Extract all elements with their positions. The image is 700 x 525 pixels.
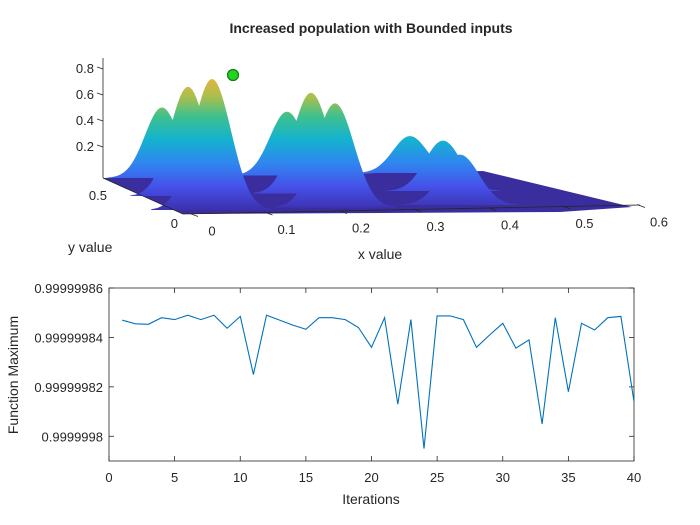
- x-tick-label: 25: [430, 470, 444, 485]
- x-tick-label: 0.5: [575, 216, 593, 231]
- x-tick: [264, 211, 273, 216]
- surface-title: Increased population with Bounded inputs: [229, 20, 512, 36]
- x-tick: [413, 208, 422, 213]
- x-axis-label: Iterations: [342, 491, 400, 507]
- x-tick: [487, 207, 497, 211]
- y-tick-label: 0: [171, 216, 178, 231]
- surface-peaks: [107, 79, 521, 210]
- x-tick-label: 20: [364, 470, 378, 485]
- x-ticks: 0 0.1 0.2 0.3 0.4 0.5 0.6: [189, 204, 668, 239]
- x-tick-label: 0.6: [650, 215, 668, 230]
- x-tick: [189, 213, 199, 217]
- x-tick-label: 10: [233, 470, 247, 485]
- y-tick-label: 0.9999998: [42, 429, 103, 444]
- x-tick-label: 0.4: [501, 218, 519, 233]
- y-axis-label: y value: [68, 239, 113, 255]
- x-tick-label: 30: [496, 470, 510, 485]
- x-tick-label: 0.1: [277, 222, 295, 237]
- y-axis-label: Function Maximum: [5, 316, 21, 434]
- z-ticks: 0.8 0.6 0.4 0.2: [76, 61, 104, 154]
- series-line: [121, 314, 635, 449]
- y-tick-label: 0.99999982: [34, 380, 103, 395]
- x-tick-label: 35: [561, 470, 575, 485]
- x-tick-label: 0: [105, 470, 112, 485]
- axis-ticks: 0 5 10 15 20 25 30 35 40 0.9999998 0.99999982 0.999…: [34, 281, 641, 485]
- x-tick-label: 40: [627, 470, 641, 485]
- x-tick: [562, 205, 571, 210]
- y-axis: [102, 177, 184, 215]
- surface-peak: [274, 103, 396, 208]
- y-tick-label: 0.99999984: [34, 330, 103, 345]
- max-marker: [226, 68, 240, 82]
- surface-peak: [151, 79, 273, 210]
- x-tick-label: 5: [171, 470, 178, 485]
- x-tick-label: 0.3: [426, 219, 444, 234]
- y-tick-label: 0.5: [89, 188, 107, 203]
- plot-area: [108, 287, 635, 462]
- x-tick-label: 0.2: [352, 221, 370, 236]
- y-tick-label: 0.99999986: [34, 281, 103, 296]
- surface-plot: Increased population with Bounded inputs…: [68, 20, 668, 262]
- line-plot: 0 5 10 15 20 25 30 35 40 0.9999998 0.99999982 0.999…: [5, 281, 641, 507]
- x-tick-label: 15: [299, 470, 313, 485]
- x-axis-label: x value: [358, 246, 403, 262]
- surface-peak: [399, 154, 521, 205]
- z-tick-label: 0.6: [76, 87, 94, 102]
- x-tick: [338, 210, 348, 214]
- z-tick-label: 0.4: [76, 113, 94, 128]
- z-tick-label: 0.8: [76, 61, 94, 76]
- x-tick: [636, 204, 646, 208]
- y-ticks: 0.5 0: [89, 188, 178, 231]
- x-tick-label: 0: [208, 224, 215, 239]
- z-tick-label: 0.2: [76, 139, 94, 154]
